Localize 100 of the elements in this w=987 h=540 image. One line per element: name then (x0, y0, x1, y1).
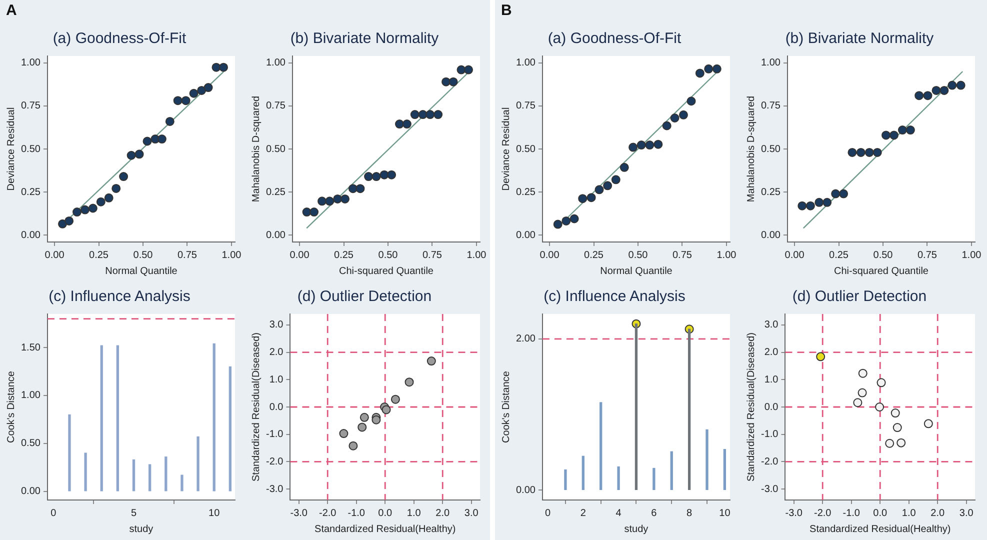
point (898, 126, 907, 135)
point (364, 172, 374, 182)
point (798, 201, 807, 210)
y-tick-label: -1.0 (266, 429, 284, 440)
y-tick-label: 0.00 (760, 230, 781, 241)
point (932, 86, 941, 95)
point (890, 408, 900, 418)
point (126, 150, 136, 160)
x-tick-label: 1.00 (962, 250, 982, 261)
x-tick-label: 0.25 (89, 250, 109, 261)
y-tick-label: 1.00 (266, 58, 286, 69)
point (464, 65, 473, 74)
point (620, 162, 629, 172)
point (628, 142, 638, 152)
y-tick-label: 0.50 (20, 438, 41, 450)
point (816, 352, 826, 362)
y-tick-label: 2.0 (269, 347, 284, 358)
bar (212, 343, 216, 492)
x-tick-label: 0.00 (44, 250, 65, 261)
x-tick-label: 0.00 (540, 250, 560, 261)
point (426, 110, 435, 120)
point (831, 189, 840, 198)
x-tick-label: -2.0 (318, 508, 337, 519)
point (348, 441, 358, 450)
bar (652, 468, 656, 490)
y-tick-label: 1.50 (20, 342, 41, 354)
point (686, 96, 696, 106)
point (372, 172, 381, 182)
x-tick-label: 0.0 (378, 508, 392, 519)
point (704, 64, 714, 74)
point (806, 201, 815, 210)
point (848, 148, 857, 157)
point (578, 194, 588, 204)
x-tick-label: -1.0 (842, 508, 860, 519)
y-tick-label: -3.0 (266, 484, 284, 495)
point (418, 110, 428, 120)
point (204, 83, 213, 92)
y-tick-label: 0.50 (20, 144, 41, 155)
x-tick-label: 5 (130, 508, 137, 519)
y-tick-label: 0.50 (760, 144, 781, 155)
point (956, 80, 966, 90)
x-tick-label: 0.25 (829, 250, 849, 261)
point (889, 130, 898, 140)
point (442, 77, 451, 86)
x-tick-label: 10 (208, 508, 220, 519)
y-tick-label: -3.0 (760, 484, 779, 495)
point (948, 80, 957, 90)
y-axis-title: Deviance Residual (500, 107, 512, 191)
point (924, 419, 933, 428)
y-tick-label: 0.75 (20, 100, 41, 112)
x-axis-title: Normal Quantile (105, 266, 178, 277)
point (395, 120, 404, 129)
point (382, 405, 391, 414)
y-tick-label: 0.00 (266, 230, 286, 241)
x-axis-title: Chi-squared Quantile (834, 266, 929, 277)
bar (688, 328, 691, 490)
point (553, 220, 562, 229)
point (814, 198, 824, 207)
point (302, 208, 312, 217)
point (923, 91, 932, 100)
bar (706, 429, 708, 490)
point (348, 184, 358, 194)
bar (634, 324, 638, 490)
point (864, 148, 874, 157)
y-tick-label: 0.00 (20, 486, 41, 498)
point (858, 368, 868, 378)
y-tick-label: 0.00 (516, 230, 536, 241)
x-axis-title: Normal Quantile (600, 266, 673, 277)
y-tick-label: -1.0 (760, 429, 779, 440)
point (340, 194, 350, 204)
chart-title: (a) Goodness-Of-Fit (52, 30, 188, 48)
point (310, 208, 319, 217)
x-tick-label: 3.0 (464, 508, 479, 519)
x-tick-label: 1.00 (466, 250, 487, 261)
bar (723, 449, 726, 490)
y-tick-label: 0.75 (516, 100, 536, 112)
point (134, 150, 144, 159)
y-tick-label: 2.00 (516, 334, 536, 345)
point (390, 394, 400, 404)
point (197, 86, 206, 95)
x-tick-label: 0.00 (290, 250, 310, 261)
x-tick-label: 1.00 (716, 250, 737, 261)
y-tick-label: 0.50 (266, 144, 286, 155)
y-tick-label: 0.25 (516, 186, 536, 198)
x-axis-title: Chi-squared Quantile (338, 266, 434, 277)
bar (148, 464, 152, 492)
y-tick-label: 1.0 (269, 374, 284, 386)
point (654, 140, 663, 149)
point (594, 185, 604, 194)
x-tick-label: 0 (544, 508, 551, 519)
point (586, 193, 596, 202)
x-tick-label: 0.0 (873, 508, 888, 519)
bar (100, 345, 103, 492)
point (189, 88, 198, 98)
point (636, 140, 646, 150)
y-tick-label: 1.00 (516, 58, 536, 69)
x-tick-label: 0.50 (133, 250, 154, 261)
y-tick-label: 0.00 (516, 484, 536, 496)
point (839, 189, 848, 198)
chart-title: (b) Bivariate Normality (785, 30, 934, 48)
